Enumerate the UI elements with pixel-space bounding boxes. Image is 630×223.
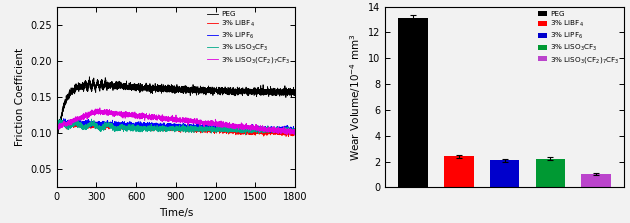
Line: 3% LiSO$_3$CF$_3$: 3% LiSO$_3$CF$_3$	[57, 119, 295, 134]
3% LiSO$_3$(CF$_2$)$_7$CF$_3$	[120, 112, 127, 115]
3% LiSO$_3$(CF$_2$)$_7$CF$_3$	[291, 130, 299, 133]
3% LiPF$_6$	[53, 126, 60, 128]
3% LiBF$_4$	[291, 134, 299, 136]
3% LiBF$_4$	[268, 131, 276, 134]
3% LiBF$_4$	[59, 119, 66, 122]
3% LiSO$_3$(CF$_2$)$_7$CF$_3$	[104, 111, 112, 114]
Line: 3% LiSO$_3$(CF$_2$)$_7$CF$_3$: 3% LiSO$_3$(CF$_2$)$_7$CF$_3$	[57, 108, 295, 135]
PEG	[291, 89, 299, 91]
3% LiSO$_3$CF$_3$	[57, 118, 64, 120]
3% LiPF$_6$	[201, 124, 209, 127]
PEG	[120, 88, 127, 91]
3% LiSO$_3$(CF$_2$)$_7$CF$_3$	[201, 123, 209, 125]
3% LiSO$_3$CF$_3$	[53, 124, 60, 127]
Bar	[398, 18, 428, 187]
PEG	[201, 88, 209, 91]
3% LiPF$_6$	[291, 129, 299, 131]
PEG	[197, 89, 205, 92]
3% LiPF$_6$	[60, 117, 67, 120]
3% LiSO$_3$CF$_3$	[201, 128, 209, 131]
Bar	[536, 159, 565, 187]
3% LiBF$_4$	[53, 127, 60, 130]
3% LiSO$_3$(CF$_2$)$_7$CF$_3$	[96, 107, 104, 109]
3% LiBF$_4$	[201, 130, 209, 132]
3% LiSO$_3$CF$_3$	[242, 133, 249, 136]
3% LiSO$_3$(CF$_2$)$_7$CF$_3$	[284, 133, 291, 136]
Legend: PEG, 3% LiBF$_4$, 3% LiPF$_6$, 3% LiSO$_3$CF$_3$, 3% LiSO$_3$(CF$_2$)$_7$CF$_3$: PEG, 3% LiBF$_4$, 3% LiPF$_6$, 3% LiSO$_…	[536, 9, 622, 67]
3% LiSO$_3$CF$_3$	[197, 126, 205, 128]
PEG	[86, 76, 93, 78]
3% LiBF$_4$	[285, 135, 292, 138]
PEG	[53, 129, 60, 131]
3% LiBF$_4$	[104, 124, 112, 126]
3% LiPF$_6$	[197, 125, 205, 128]
3% LiSO$_3$CF$_3$	[268, 129, 276, 132]
3% LiPF$_6$	[104, 123, 112, 126]
Bar	[490, 160, 520, 187]
Line: 3% LiPF$_6$: 3% LiPF$_6$	[57, 119, 295, 133]
3% LiPF$_6$	[289, 132, 297, 134]
X-axis label: Time/s: Time/s	[159, 208, 193, 218]
Y-axis label: Wear Volume/10$^{-4}$ mm$^3$: Wear Volume/10$^{-4}$ mm$^3$	[348, 33, 363, 161]
Bar	[444, 156, 474, 187]
3% LiBF$_4$	[291, 132, 299, 135]
Y-axis label: Friction Coefficient: Friction Coefficient	[14, 48, 25, 146]
3% LiSO$_3$CF$_3$	[120, 126, 127, 128]
3% LiSO$_3$(CF$_2$)$_7$CF$_3$	[53, 126, 60, 129]
Bar	[581, 174, 611, 187]
Line: PEG: PEG	[57, 77, 295, 134]
3% LiSO$_3$CF$_3$	[291, 130, 299, 132]
PEG	[54, 132, 61, 135]
3% LiPF$_6$	[291, 130, 299, 133]
3% LiSO$_3$CF$_3$	[104, 124, 112, 126]
3% LiPF$_6$	[268, 126, 276, 129]
3% LiBF$_4$	[197, 130, 205, 132]
Legend: PEG, 3% LiBF$_4$, 3% LiPF$_6$, 3% LiSO$_3$CF$_3$, 3% LiSO$_3$(CF$_2$)$_7$CF$_3$: PEG, 3% LiBF$_4$, 3% LiPF$_6$, 3% LiSO$_…	[205, 9, 293, 67]
PEG	[104, 84, 112, 86]
3% LiSO$_3$CF$_3$	[291, 129, 299, 132]
Line: 3% LiBF$_4$: 3% LiBF$_4$	[57, 121, 295, 136]
3% LiBF$_4$	[120, 126, 127, 129]
PEG	[268, 89, 276, 91]
3% LiSO$_3$(CF$_2$)$_7$CF$_3$	[291, 130, 299, 132]
3% LiPF$_6$	[120, 122, 127, 125]
3% LiSO$_3$(CF$_2$)$_7$CF$_3$	[268, 130, 276, 133]
PEG	[291, 90, 299, 93]
3% LiSO$_3$(CF$_2$)$_7$CF$_3$	[197, 122, 205, 124]
